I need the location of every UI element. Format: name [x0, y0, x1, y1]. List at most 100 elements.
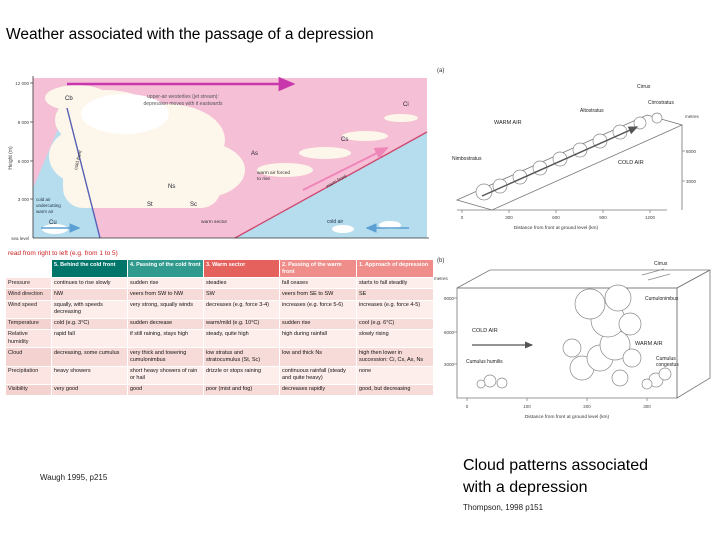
diagram-label: As — [251, 151, 258, 157]
cumulus-congestus-scribble — [641, 367, 672, 390]
right-caption: Cloud patterns associated with a depress… — [463, 455, 713, 500]
diagram-label: undercutting — [36, 203, 61, 208]
table-row: Visibility very good good poor (mist and fo… — [5, 383, 434, 396]
table-cell: SW — [203, 288, 280, 301]
diagram-label: depression moves with it eastwards — [144, 101, 223, 107]
diagram-label: 6 000 — [18, 159, 30, 164]
table-cell: continues to rise slowly — [51, 277, 128, 290]
table-cell: drizzle or stops raining — [203, 365, 280, 385]
weather-table-head-row: 5. Behind the cold front 4. Passing of th… — [5, 258, 434, 279]
diagram-label: Distance from front at ground level (km) — [525, 414, 610, 420]
diagram-label: COLD AIR — [472, 328, 498, 334]
table-cell: if still raining, stays high — [127, 328, 204, 349]
diagram-label: warm air — [36, 209, 54, 214]
diagram-label: cold front — [73, 149, 84, 170]
table-cell: good, but decreasing — [356, 383, 434, 396]
table-cell: heavy showers — [51, 365, 128, 385]
table-row-label: Relative humidity — [5, 328, 52, 349]
diagram-label: metres — [434, 276, 449, 281]
table-row: Cloud decreasing, some cumulus very thick … — [5, 347, 434, 367]
weather-table: 5. Behind the cold front 4. Passing of th… — [5, 258, 434, 396]
table-row-label: Precipitation — [5, 365, 52, 385]
table-row: Temperature cold (e.g. 3°C) sudden decreas… — [5, 317, 434, 330]
panel-b-label: (b) — [437, 258, 444, 264]
diagram-label: Cumulus humilis — [466, 359, 503, 365]
table-cell: high then lower in succession: Ci, Cs, A… — [356, 347, 434, 367]
cloud-pattern-diagram-b: (b) Cirrus Cumulonimbus COLD AIR WARM AIR Cum… — [432, 250, 717, 428]
diagram-label: St — [147, 202, 153, 208]
diagram-label: Cumulus — [656, 356, 676, 362]
table-cell: low stratus and stratocumulus (St, Sc) — [203, 347, 280, 367]
diagram-label: 6000 — [444, 330, 455, 335]
diagram-label: warm air forced — [257, 170, 290, 176]
diagram-label: Distance from front at ground level (km) — [514, 225, 599, 231]
table-cell: low and thick Ns — [279, 347, 357, 367]
frontal-cloud-mass — [45, 85, 245, 208]
diagram-label: Ci — [403, 102, 409, 108]
diagram-label: 300 — [643, 404, 651, 409]
table-row-label: Wind direction — [5, 288, 52, 301]
table-cell: veers from SW to NW — [127, 288, 204, 301]
diagram-label: Cu — [49, 220, 57, 226]
height-axis-ticks — [30, 82, 33, 200]
table-cell: good — [127, 383, 204, 396]
table-cell: decreases rapidly — [279, 383, 357, 396]
cumulonimbus-scribble — [562, 284, 642, 387]
height-axis-label: Height (m) — [8, 146, 14, 170]
table-cell: veers from SE to SW — [279, 288, 357, 301]
table-cell: cool (e.g. 6°C) — [356, 317, 434, 330]
table-row-label: Temperature — [5, 317, 52, 330]
table-cell: rapid fall — [51, 328, 128, 349]
table-column-header: 2. Passing of the warm front — [279, 258, 357, 279]
weather-table-body: Pressure continues to rise slowly sudden r… — [5, 277, 434, 396]
table-cell: cold (e.g. 3°C) — [51, 317, 128, 330]
table-cell: very thick and towering cumulonimbus — [127, 347, 204, 367]
table-cell: increases (e.g. force 4-5) — [356, 299, 434, 319]
table-cell: very good — [51, 383, 128, 396]
diagram-label: 12 000 — [15, 81, 29, 86]
diagram-label: 9000 — [444, 296, 455, 301]
table-row-label: Pressure — [5, 277, 52, 290]
panel-b-labels: (b) Cirrus Cumulonimbus COLD AIR WARM AIR Cum… — [434, 258, 679, 420]
table-cell: sudden rise — [127, 277, 204, 290]
table-row-label: Cloud — [5, 347, 52, 367]
diagram-label: 100 — [523, 404, 531, 409]
table-row: Wind direction NW veers from SW to NW SW vee… — [5, 288, 434, 301]
diagram-label: cold air — [36, 197, 51, 202]
diagram-label: Cs — [341, 137, 348, 143]
citation-thompson: Thompson, 1998 p151 — [463, 503, 544, 512]
table-cell: warm/mild (e.g. 10°C) — [203, 317, 280, 330]
table-cell: high during rainfall — [279, 328, 357, 349]
table-cell: decreasing, some cumulus — [51, 347, 128, 367]
warm-front-line — [234, 131, 428, 239]
cumulus-humilis-scribble — [476, 374, 508, 389]
diagram-label: 200 — [583, 404, 591, 409]
table-cell: steadies — [203, 277, 280, 290]
diagram-label: 3000 — [686, 179, 697, 184]
diagram-label: 9 000 — [18, 120, 30, 125]
table-cell: very strong, squally winds — [127, 299, 204, 319]
warm-air-rising-arrow — [302, 147, 389, 191]
cross-section-svg: 12 000 9 000 6 000 3 000 sea level Height (m)… — [8, 76, 429, 241]
distance-axis-ticks-b — [466, 398, 648, 401]
diagram-label: Cumulonimbus — [645, 296, 679, 302]
diagram-label: Cb — [65, 96, 73, 102]
table-column-header: 5. Behind the cold front — [51, 258, 128, 279]
table-cell: poor (mist and fog) — [203, 383, 280, 396]
table-row: Pressure continues to rise slowly sudden r… — [5, 277, 434, 290]
table-cell: continuous rainfall (steady and quite he… — [279, 365, 357, 385]
diagram-label: Cirrostratus — [648, 100, 674, 106]
diagram-label: 3000 — [444, 362, 455, 367]
diagram-label: 300 — [505, 215, 513, 220]
table-cell: slowly rising — [356, 328, 434, 349]
table-cell: short heavy showers of rain or hail — [127, 365, 204, 385]
slide-title: Weather associated with the passage of a… — [6, 26, 374, 43]
table-cell: increases (e.g. force 5-6) — [279, 299, 357, 319]
diagram-label: warm sector — [201, 219, 228, 225]
panel-b-svg: (b) Cirrus Cumulonimbus COLD AIR WARM AIR Cum… — [434, 258, 711, 420]
frontal-ascent-arrow — [481, 126, 639, 197]
table-cell: steady, quite high — [203, 328, 280, 349]
table-cell: sudden rise — [279, 317, 357, 330]
table-cell: none — [356, 365, 434, 385]
diagram-label: Sc — [190, 202, 197, 208]
